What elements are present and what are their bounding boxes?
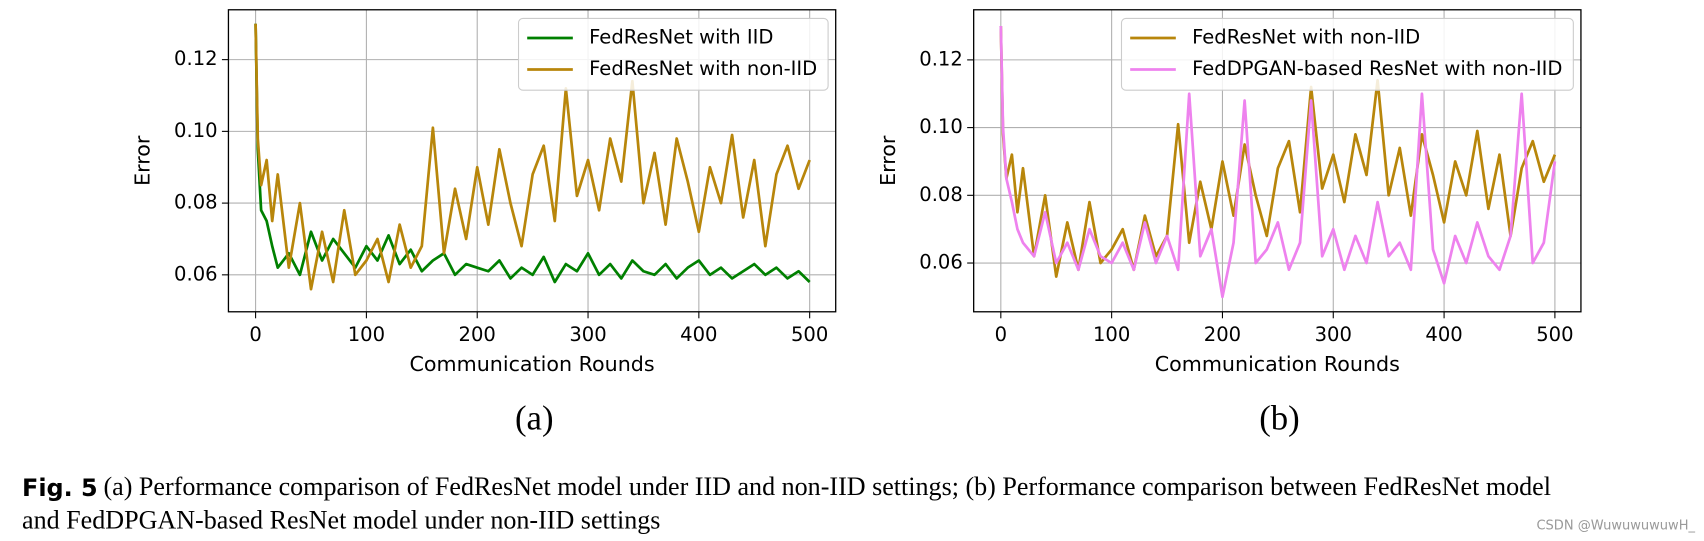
y-tick-label: 0.12 xyxy=(174,47,218,70)
legend-label: FedDPGAN-based ResNet with non-IID xyxy=(1192,57,1562,80)
x-tick-label: 400 xyxy=(1425,323,1462,346)
y-tick-label: 0.10 xyxy=(174,119,218,142)
plot-frame xyxy=(227,9,837,313)
data-line xyxy=(254,23,811,291)
x-tick-label: 0 xyxy=(249,323,261,346)
y-tick-label: 0.10 xyxy=(919,115,963,138)
y-tick-label: 0.12 xyxy=(919,47,963,70)
data-line xyxy=(999,25,1557,299)
x-tick-label: 200 xyxy=(459,323,496,346)
y-axis-label: Error xyxy=(876,135,900,186)
legend: FedResNet with IID FedResNet with non-IID xyxy=(517,17,829,91)
watermark: CSDN @WuwuwuwuwH_ xyxy=(1536,518,1695,533)
y-tick-label: 0.06 xyxy=(919,251,963,274)
caption-line: (a) Performance comparison of FedResNet … xyxy=(104,472,1551,501)
x-tick-label: 400 xyxy=(680,323,717,346)
legend: FedResNet with non-IID FedDPGAN-based Res… xyxy=(1120,17,1574,91)
legend-label: FedResNet with IID xyxy=(589,26,773,49)
x-tick-label: 300 xyxy=(569,323,606,346)
x-tick-label: 500 xyxy=(1536,323,1573,346)
panel-label: (b) xyxy=(1259,398,1300,437)
y-tick-label: 0.08 xyxy=(174,191,218,214)
caption-label: Fig. 5 xyxy=(22,474,98,502)
data-line xyxy=(999,26,1557,278)
legend-box xyxy=(517,17,829,91)
plot-frame xyxy=(973,9,1582,313)
x-tick-label: 500 xyxy=(791,323,828,346)
x-tick-label: 300 xyxy=(1315,323,1352,346)
x-tick-label: 100 xyxy=(348,323,385,346)
legend-box xyxy=(1120,17,1574,91)
x-tick-label: 200 xyxy=(1204,323,1241,346)
x-tick-label: 100 xyxy=(1093,323,1130,346)
y-axis-label: Error xyxy=(131,135,155,186)
x-axis-label: Communication Rounds xyxy=(410,352,655,376)
data-line xyxy=(254,23,811,284)
legend-label: FedResNet with non-IID xyxy=(589,57,817,80)
y-tick-label: 0.08 xyxy=(919,183,963,206)
y-tick-label: 0.06 xyxy=(174,262,218,285)
panel-label: (a) xyxy=(515,398,554,437)
x-axis-label: Communication Rounds xyxy=(1155,352,1400,376)
legend-label: FedResNet with non-IID xyxy=(1192,26,1420,49)
x-tick-label: 0 xyxy=(995,323,1007,346)
caption-line: and FedDPGAN-based ResNet model under no… xyxy=(22,506,660,535)
